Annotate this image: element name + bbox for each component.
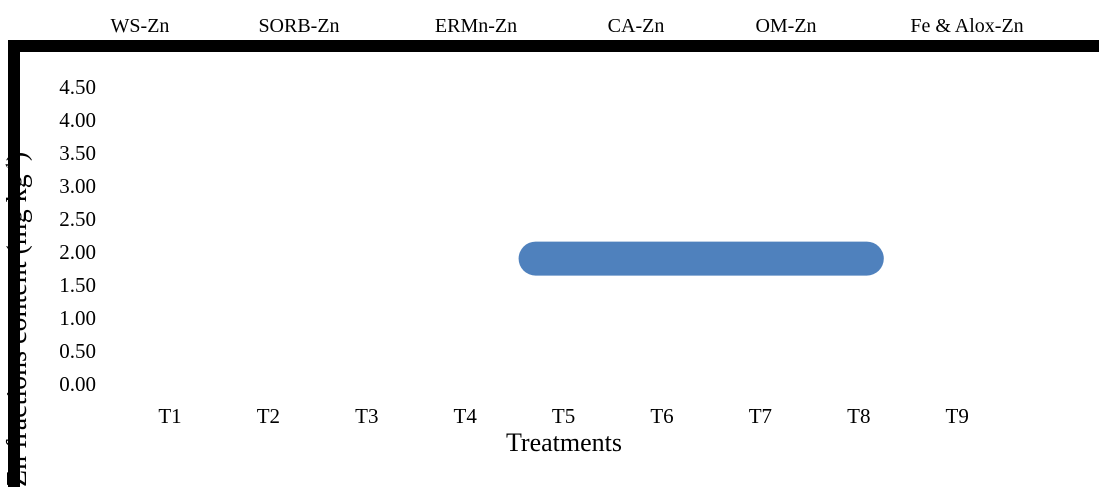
x-axis-ticks: T1 T2 T3 T4 T5 T6 T7 T8 T9	[158, 404, 969, 428]
y-axis-title-text: Zn fractions content (mg kg	[2, 174, 33, 487]
series-band-mark	[518, 241, 884, 276]
y-tick-label: 4.00	[59, 108, 96, 132]
x-axis-title: Treatments	[506, 428, 622, 457]
y-tick-label: 0.00	[59, 372, 96, 396]
y-tick-label: 2.00	[59, 240, 96, 264]
legend-entry: OM-Zn	[755, 15, 816, 37]
x-tick-label: T8	[847, 404, 870, 428]
legend-entry: WS-Zn	[111, 15, 170, 37]
svg-text:Zn fractions content (mg kg-1): Zn fractions content (mg kg-1)	[2, 152, 33, 487]
x-tick-label: T3	[355, 404, 378, 428]
y-tick-label: 3.50	[59, 141, 96, 165]
legend-entry: CA-Zn	[608, 15, 665, 37]
plot-frame-top	[8, 40, 1099, 52]
y-axis-ticks: 0.00 0.50 1.00 1.50 2.00 2.50 3.00 3.50 4.00 4.50	[59, 75, 96, 396]
x-tick-label: T7	[749, 404, 772, 428]
y-axis-title-superscript: -1	[3, 161, 20, 174]
x-tick-label: T9	[946, 404, 969, 428]
y-tick-label: 4.50	[59, 75, 96, 99]
y-tick-label: 0.50	[59, 339, 96, 363]
plot-frame-left	[8, 40, 20, 487]
y-tick-label: 2.50	[59, 207, 96, 231]
y-axis-title: Zn fractions content (mg kg-1)	[2, 152, 33, 487]
y-tick-label: 1.50	[59, 273, 96, 297]
x-tick-label: T6	[650, 404, 673, 428]
y-tick-label: 1.00	[59, 306, 96, 330]
legend-entry: ERMn-Zn	[435, 15, 517, 37]
x-tick-label: T2	[257, 404, 280, 428]
x-tick-label: T5	[552, 404, 575, 428]
legend: WS-Zn SORB-Zn ERMn-Zn CA-Zn OM-Zn Fe & Alox-Z…	[111, 15, 1024, 37]
x-tick-label: T4	[454, 404, 478, 428]
legend-entry: Fe & Alox-Zn	[910, 15, 1023, 37]
x-tick-label: T1	[158, 404, 181, 428]
legend-entry: SORB-Zn	[258, 15, 339, 37]
series-band	[518, 241, 884, 276]
y-axis-title-suffix: )	[2, 152, 33, 161]
y-tick-label: 3.00	[59, 174, 96, 198]
